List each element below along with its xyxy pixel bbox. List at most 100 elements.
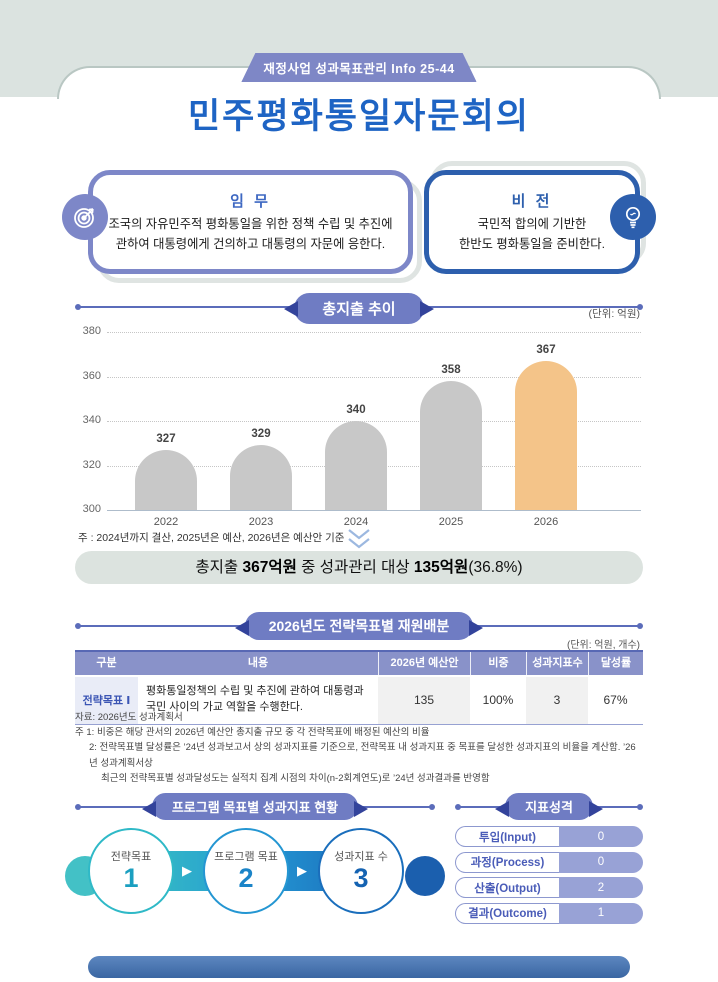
chart-bar-2026	[515, 360, 577, 510]
spending-summary-bar: 총지출 367억원 중 성과관리 대상 135억원(36.8%)	[75, 551, 643, 584]
summary-total: 367억원	[242, 559, 297, 576]
x-axis-label: 2023	[248, 516, 274, 528]
x-axis-line	[107, 510, 641, 511]
info-badge: 재정사업 성과목표관리 Info 25-44	[241, 53, 476, 82]
double-chevron-down-icon	[345, 527, 373, 556]
cell-budget: 135	[378, 676, 470, 724]
page-title: 민주평화통일자문회의	[187, 97, 530, 136]
cell-achievement: 67%	[603, 693, 628, 707]
vision-box: 비 전 국민적 합의에 기반한 한반도 평화통일을 준비한다.	[424, 161, 656, 274]
step-value: 1	[123, 863, 139, 894]
col-header-indicators: 성과지표수	[526, 652, 588, 675]
table-header-row: 구분 내용 2026년 예산안 비중 성과지표수 달성률	[75, 650, 643, 675]
indicator-nature-list: 투입(Input) 0 과정(Process) 0 산출(Output) 2 결…	[455, 826, 643, 928]
arrow-right-icon: ▶	[182, 863, 192, 878]
table-row: 전략목표 Ⅰ 평화통일정책의 수립 및 추진에 관하여 대통령과 국민 사이의 …	[75, 676, 643, 725]
nature-label: 과정(Process)	[455, 851, 559, 873]
mission-content: 임 무 조국의 자유민주적 평화통일을 위한 정책 수립 및 추진에 관하여 대…	[88, 170, 413, 274]
nature-label: 투입(Input)	[455, 826, 559, 847]
mission-text-line1: 조국의 자유민주적 평화통일을 위한 정책 수립 및 추진에	[108, 217, 393, 232]
nature-label: 산출(Output)	[455, 877, 559, 898]
nature-value: 1	[559, 902, 643, 924]
y-axis-tick: 340	[82, 414, 101, 426]
step-value: 2	[238, 863, 254, 894]
vision-content: 비 전 국민적 합의에 기반한 한반도 평화통일을 준비한다.	[424, 170, 640, 274]
y-axis-tick: 300	[82, 503, 101, 515]
step-label: 전략목표	[110, 851, 152, 864]
target-icon	[62, 194, 108, 240]
x-axis-label: 2025	[438, 516, 464, 528]
nature-value: 0	[559, 826, 643, 847]
nature-row-outcome: 결과(Outcome) 1	[455, 902, 643, 924]
footnote-line: 주 1: 비중은 해당 관서의 2026년 예산안 총지출 규모 중 각 전략목…	[75, 727, 430, 739]
col-header-budget: 2026년 예산안	[378, 652, 470, 675]
bar-value-label: 340	[346, 404, 366, 416]
flow-step-program-goal: 프로그램 목표 2	[203, 828, 289, 914]
vision-title: 비 전	[511, 193, 553, 211]
step-value: 3	[353, 863, 369, 894]
nature-value: 0	[559, 851, 643, 873]
lightbulb-icon	[610, 194, 656, 240]
nature-row-process: 과정(Process) 0	[455, 851, 643, 873]
x-axis-label: 2026	[533, 516, 559, 528]
bar-value-label: 327	[156, 432, 176, 445]
step-label: 프로그램 목표	[214, 851, 278, 864]
chart-bar-2024	[325, 421, 387, 510]
program-flow: ▶ ▶ 전략목표 1 프로그램 목표 2 성과지표 수 3	[65, 823, 445, 933]
bar-value-label: 367	[536, 343, 556, 356]
chart-unit-label: (단위: 억원)	[588, 308, 640, 320]
section-header-allocation: 2026년도 전략목표별 재원배분	[75, 612, 643, 640]
flow-step-indicator-count: 성과지표 수 3	[318, 828, 404, 914]
mission-text-line2: 관하여 대통령에게 건의하고 대통령의 자문에 응한다.	[115, 236, 386, 251]
section-title-spending: 총지출 추이	[284, 293, 434, 324]
summary-part3: (36.8%)	[468, 559, 523, 576]
summary-managed: 135억원	[413, 559, 469, 576]
vision-text-line1: 국민적 합의에 기반한	[477, 217, 587, 232]
mission-box: 임 무 조국의 자유민주적 평화통일을 위한 정책 수립 및 추진에 관하여 대…	[62, 170, 422, 283]
y-axis-tick: 380	[82, 325, 101, 337]
chart-plot: 300 320 340 360 380 327 2022 329 2023 340 2024 358 2…	[75, 322, 643, 537]
nature-label: 결과(Outcome)	[455, 902, 559, 924]
vision-text-line2: 한반도 평화통일을 준비한다.	[458, 236, 605, 251]
gridline	[107, 421, 641, 422]
bar-value-label: 358	[441, 363, 461, 376]
footnote-line: 자료: 2026년도 성과계획서	[75, 712, 183, 723]
bar-value-label: 329	[251, 428, 271, 441]
flow-step-strategic-goal: 전략목표 1	[88, 828, 174, 914]
footnote-line: 2: 전략목표별 달성률은 ’24년 성과보고서 상의 성과지표를 기준으로, …	[89, 742, 636, 769]
footer-bar	[88, 956, 630, 978]
flow-right-wing	[405, 856, 445, 896]
step-label: 성과지표 수	[334, 851, 388, 864]
nature-row-output: 산출(Output) 2	[455, 877, 643, 898]
arrow-right-icon: ▶	[297, 863, 307, 878]
section-header-nature: 지표성격	[455, 793, 643, 821]
chart-footnote: 주 : 2024년까지 결산, 2025년은 예산, 2026년은 예산안 기준	[78, 532, 345, 544]
section-header-program: 프로그램 목표별 성과지표 현황	[75, 793, 435, 821]
allocation-table: 구분 내용 2026년 예산안 비중 성과지표수 달성률 전략목표 Ⅰ 평화통일…	[75, 650, 643, 725]
section-header-spending: 총지출 추이	[75, 293, 643, 324]
footnote-line: 최근의 전략목표별 성과달성도는 실적치 집계 시점의 차이(n-2회계연도)로…	[101, 772, 490, 784]
gridline	[107, 376, 641, 378]
mission-title: 임 무	[230, 193, 271, 211]
x-axis-label: 2022	[153, 516, 179, 528]
section-title-allocation: 2026년도 전략목표별 재원배분	[234, 612, 483, 640]
col-header-share: 비중	[470, 652, 526, 675]
summary-part1: 총지출	[195, 559, 243, 576]
cell-category: 전략목표 Ⅰ	[75, 676, 138, 724]
col-header-category: 구분	[96, 657, 117, 669]
x-axis-label: 2024	[343, 516, 369, 528]
gridline	[107, 332, 641, 333]
summary-part2: 중 성과관리 대상	[296, 559, 414, 576]
chart-bar-2025	[420, 380, 482, 510]
nature-row-input: 투입(Input) 0	[455, 826, 643, 847]
chart-bar-2022	[135, 449, 197, 510]
cell-share: 100%	[482, 693, 514, 707]
y-axis-tick: 360	[82, 369, 101, 382]
section-title-program: 프로그램 목표별 성과지표 현황	[141, 793, 369, 820]
table-footnotes: 자료: 2026년도 성과계획서 주 1: 비중은 해당 관서의 2026년 예…	[75, 710, 643, 786]
cell-description: 평화통일정책의 수립 및 추진에 관하여 대통령과 국민 사이의 가교 역할을 …	[138, 676, 378, 724]
col-header-description: 내용	[247, 657, 269, 669]
section-title-nature: 지표성격	[495, 793, 603, 820]
col-header-achievement: 달성률	[588, 652, 643, 675]
